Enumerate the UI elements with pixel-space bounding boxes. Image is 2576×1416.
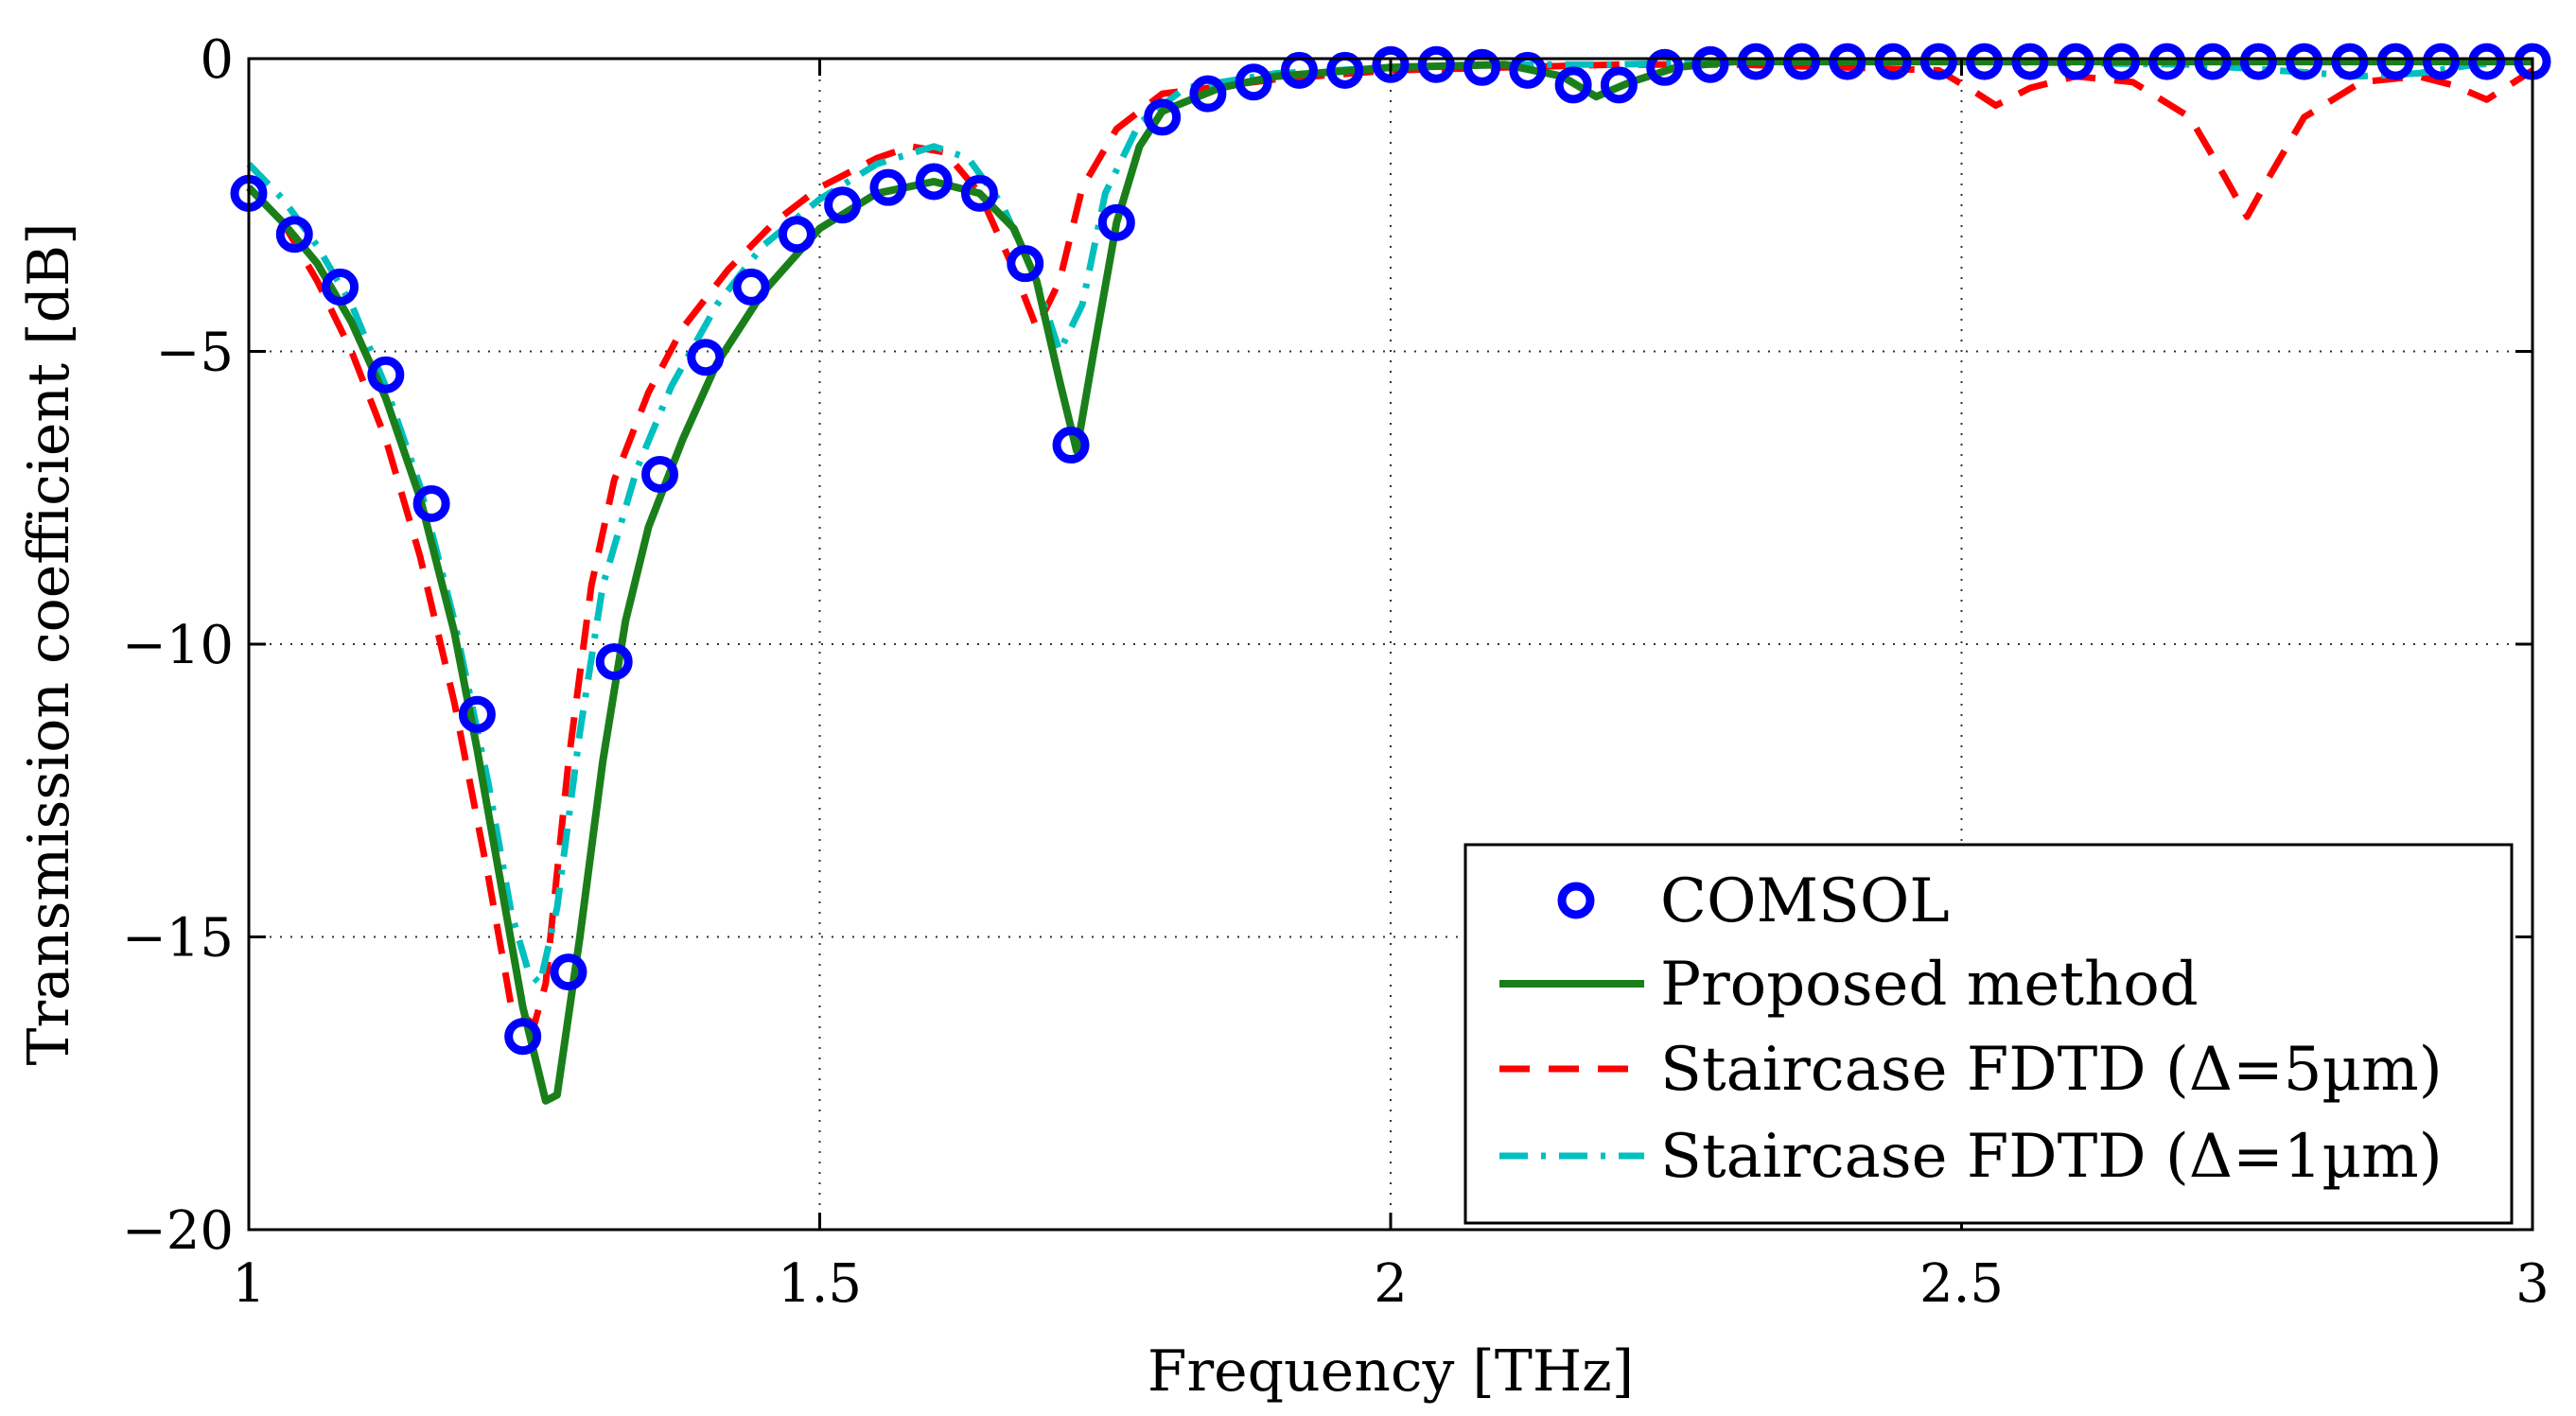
comsol-marker xyxy=(1326,51,1364,89)
comsol-marker xyxy=(2148,43,2186,80)
comsol-marker xyxy=(1463,48,1501,86)
comsol-marker xyxy=(595,643,633,681)
x-axis-label: Frequency [THz] xyxy=(1148,1338,1634,1405)
x-tick-label: 1.5 xyxy=(778,1253,862,1315)
comsol-marker xyxy=(1737,43,1775,80)
legend: COMSOL Proposed method Staircase FDTD (Δ=5… xyxy=(1463,843,2514,1225)
y-axis-label: Transmission coefficient [dB] xyxy=(16,222,82,1065)
comsol-marker xyxy=(732,268,770,306)
comsol-marker xyxy=(2194,43,2232,80)
axis-ticks: 1 1.5 2 2.5 3 0 −5 −10 −15 −20 xyxy=(122,29,2550,1315)
comsol-marker xyxy=(1646,48,1684,86)
comsol-marker xyxy=(1829,43,1866,80)
comsol-marker xyxy=(1280,51,1318,89)
x-tick-label: 2 xyxy=(1374,1253,1408,1315)
comsol-marker xyxy=(550,953,587,991)
x-tick-label: 2.5 xyxy=(1919,1253,2004,1315)
comsol-marker xyxy=(2376,43,2414,80)
x-tick-label: 1 xyxy=(232,1253,266,1315)
comsol-marker xyxy=(412,484,450,522)
comsol-marker xyxy=(2286,43,2323,80)
comsol-marker xyxy=(1783,43,1821,80)
y-tick-label: 0 xyxy=(200,29,234,91)
comsol-marker xyxy=(687,339,725,376)
y-tick-label: −20 xyxy=(122,1200,234,1262)
comsol-marker xyxy=(1235,63,1272,101)
comsol-marker xyxy=(1097,203,1135,241)
comsol-marker xyxy=(824,186,862,224)
comsol-marker xyxy=(504,1018,542,1056)
comsol-marker xyxy=(367,356,405,393)
comsol-marker xyxy=(1600,66,1638,104)
legend-box xyxy=(1463,843,2514,1225)
comsol-marker xyxy=(960,174,998,212)
legend-marker xyxy=(1557,882,1595,919)
y-tick-label: −15 xyxy=(122,908,234,970)
legend-label: Staircase FDTD (Δ=1µm) xyxy=(1660,1122,2443,1192)
legend-label: Staircase FDTD (Δ=5µm) xyxy=(1660,1035,2443,1105)
comsol-marker xyxy=(2468,43,2506,80)
legend-label: Proposed method xyxy=(1660,950,2199,1020)
comsol-marker xyxy=(641,455,679,493)
comsol-marker xyxy=(2422,43,2460,80)
comsol-marker xyxy=(1691,45,1729,83)
comsol-marker xyxy=(1417,45,1455,83)
comsol-marker xyxy=(1189,75,1227,113)
comsol-marker xyxy=(1007,245,1044,283)
comsol-marker xyxy=(1509,51,1547,89)
y-tick-label: −10 xyxy=(122,615,234,676)
comsol-marker xyxy=(2057,43,2094,80)
comsol-marker xyxy=(2331,43,2369,80)
comsol-marker xyxy=(1874,43,1912,80)
y-tick-label: −5 xyxy=(155,323,234,384)
comsol-marker xyxy=(1919,43,1957,80)
comsol-marker xyxy=(2102,43,2140,80)
comsol-marker xyxy=(778,216,815,253)
comsol-marker xyxy=(2239,43,2277,80)
legend-label: COMSOL xyxy=(1660,866,1950,936)
comsol-marker xyxy=(1144,98,1182,136)
comsol-marker xyxy=(322,268,359,306)
comsol-marker xyxy=(1372,45,1410,83)
comsol-marker xyxy=(869,168,907,206)
comsol-marker xyxy=(275,216,313,253)
comsol-marker xyxy=(1554,66,1592,104)
comsol-marker xyxy=(1966,43,2004,80)
comsol-marker xyxy=(458,695,496,733)
comsol-marker xyxy=(2011,43,2049,80)
x-tick-label: 3 xyxy=(2515,1253,2550,1315)
comsol-marker xyxy=(1052,427,1090,464)
comsol-marker xyxy=(915,163,953,201)
